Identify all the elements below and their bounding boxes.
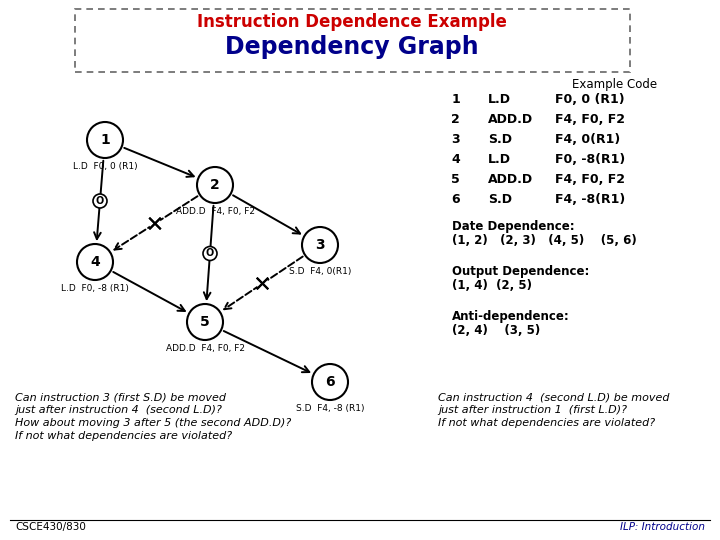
Text: 5: 5 xyxy=(451,173,460,186)
Text: O: O xyxy=(96,196,104,206)
Text: L.D: L.D xyxy=(488,153,511,166)
Text: 2: 2 xyxy=(451,113,460,126)
FancyBboxPatch shape xyxy=(75,9,630,72)
Text: just after instruction 4  (second L.D)?: just after instruction 4 (second L.D)? xyxy=(15,405,222,415)
Text: O: O xyxy=(206,248,214,259)
Circle shape xyxy=(312,364,348,400)
Text: 3: 3 xyxy=(315,238,325,252)
Text: S.D  F4, 0(R1): S.D F4, 0(R1) xyxy=(289,267,351,276)
Text: If not what dependencies are violated?: If not what dependencies are violated? xyxy=(15,431,232,441)
Text: L.D: L.D xyxy=(488,93,511,106)
Text: 6: 6 xyxy=(451,193,460,206)
Text: 6: 6 xyxy=(325,375,335,389)
Text: F4, -8(R1): F4, -8(R1) xyxy=(555,193,625,206)
Circle shape xyxy=(187,304,223,340)
Text: How about moving 3 after 5 (the second ADD.D)?: How about moving 3 after 5 (the second A… xyxy=(15,418,292,428)
Text: F4, 0(R1): F4, 0(R1) xyxy=(555,133,620,146)
Text: L.D  F0, 0 (R1): L.D F0, 0 (R1) xyxy=(73,162,138,171)
Text: S.D: S.D xyxy=(488,133,512,146)
Text: ADD.D: ADD.D xyxy=(488,113,533,126)
Text: (1, 4)  (2, 5): (1, 4) (2, 5) xyxy=(452,279,532,292)
Text: F0, -8(R1): F0, -8(R1) xyxy=(555,153,625,166)
Text: 1: 1 xyxy=(451,93,460,106)
Text: Can instruction 3 (first S.D) be moved: Can instruction 3 (first S.D) be moved xyxy=(15,392,226,402)
Text: Anti-dependence:: Anti-dependence: xyxy=(452,309,570,322)
Text: Can instruction 4  (second L.D) be moved: Can instruction 4 (second L.D) be moved xyxy=(438,392,670,402)
Text: ADD.D  F4, F0, F2: ADD.D F4, F0, F2 xyxy=(176,207,254,216)
Text: (1, 2)   (2, 3)   (4, 5)    (5, 6): (1, 2) (2, 3) (4, 5) (5, 6) xyxy=(452,234,636,247)
Text: ADD.D: ADD.D xyxy=(488,173,533,186)
Text: ADD.D  F4, F0, F2: ADD.D F4, F0, F2 xyxy=(166,344,245,353)
Circle shape xyxy=(302,227,338,263)
Text: F0, 0 (R1): F0, 0 (R1) xyxy=(555,93,625,106)
Text: Example Code: Example Code xyxy=(572,78,657,91)
Text: S.D  F4, -8 (R1): S.D F4, -8 (R1) xyxy=(296,404,364,413)
Circle shape xyxy=(77,244,113,280)
Text: If not what dependencies are violated?: If not what dependencies are violated? xyxy=(438,418,655,428)
Text: 3: 3 xyxy=(451,133,460,146)
Text: Dependency Graph: Dependency Graph xyxy=(225,35,479,59)
Text: (2, 4)    (3, 5): (2, 4) (3, 5) xyxy=(452,323,540,336)
Text: 4: 4 xyxy=(90,255,100,269)
Text: 4: 4 xyxy=(451,153,460,166)
Circle shape xyxy=(87,122,123,158)
Text: 2: 2 xyxy=(210,178,220,192)
Text: 5: 5 xyxy=(200,315,210,329)
Text: ILP: Introduction: ILP: Introduction xyxy=(620,522,705,532)
Circle shape xyxy=(203,246,217,260)
Text: Instruction Dependence Example: Instruction Dependence Example xyxy=(197,13,507,31)
Text: 1: 1 xyxy=(100,133,110,147)
Circle shape xyxy=(149,218,161,230)
Text: just after instruction 1  (first L.D)?: just after instruction 1 (first L.D)? xyxy=(438,405,627,415)
Text: Date Dependence:: Date Dependence: xyxy=(452,220,575,233)
Text: F4, F0, F2: F4, F0, F2 xyxy=(555,173,625,186)
Text: L.D  F0, -8 (R1): L.D F0, -8 (R1) xyxy=(61,284,129,293)
Circle shape xyxy=(197,167,233,203)
Circle shape xyxy=(256,278,269,289)
Text: Output Dependence:: Output Dependence: xyxy=(452,265,590,278)
Text: F4, F0, F2: F4, F0, F2 xyxy=(555,113,625,126)
Text: CSCE430/830: CSCE430/830 xyxy=(15,522,86,532)
Circle shape xyxy=(93,194,107,208)
Text: S.D: S.D xyxy=(488,193,512,206)
